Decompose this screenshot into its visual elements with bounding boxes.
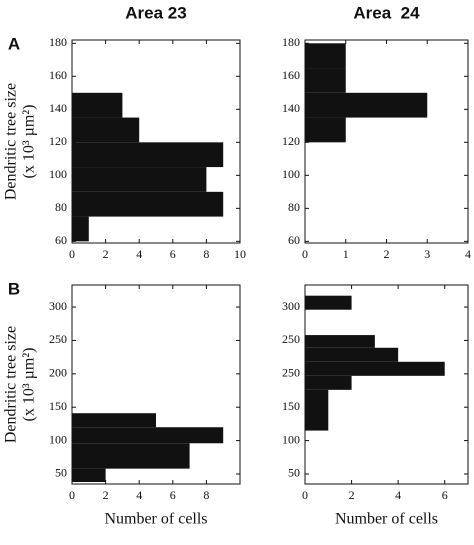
x-tick-label: 10 xyxy=(234,247,246,261)
y-tick-label: 60 xyxy=(288,233,300,247)
y-tick-label: 150 xyxy=(282,399,300,413)
bar xyxy=(305,361,445,376)
x-tick-label: 4 xyxy=(465,247,471,261)
y-tick-label: 50 xyxy=(288,466,300,480)
y-tick-label: 140 xyxy=(282,101,300,115)
x-tick-label: 0 xyxy=(302,247,308,261)
plot-frame xyxy=(304,284,469,485)
x-tick-label: 6 xyxy=(170,247,176,261)
y-tick-label: 120 xyxy=(49,134,67,148)
y-axis-label: (x 10³ µm²) xyxy=(21,105,38,179)
x-tick-label: 4 xyxy=(136,488,142,502)
panel-label: A xyxy=(8,34,20,53)
y-tick-label: 80 xyxy=(288,200,300,214)
x-tick-label: 0 xyxy=(69,488,75,502)
bar xyxy=(72,142,224,168)
x-tick-label: 6 xyxy=(170,488,176,502)
y-tick-label: 80 xyxy=(55,200,67,214)
y-tick-label: 180 xyxy=(49,35,67,49)
y-tick-label: 150 xyxy=(49,399,67,413)
y-axis-label: Dendritic tree size xyxy=(3,326,20,443)
y-tick-label: 250 xyxy=(282,332,300,346)
y-tick-label: 300 xyxy=(49,299,67,313)
y-axis-label: (x 10³ µm²) xyxy=(21,348,38,422)
x-tick-label: 8 xyxy=(203,488,209,502)
y-tick-label: 250 xyxy=(49,332,67,346)
bar xyxy=(305,92,428,118)
x-tick-label: 2 xyxy=(384,247,390,261)
bar xyxy=(72,117,140,143)
y-tick-label: 180 xyxy=(282,35,300,49)
y-tick-label: 100 xyxy=(282,167,300,181)
x-tick-label: 2 xyxy=(349,488,355,502)
bar xyxy=(305,117,346,143)
y-tick-label: 100 xyxy=(49,432,67,446)
y-tick-label: 100 xyxy=(49,167,67,181)
y-tick-label: 250 xyxy=(282,366,300,380)
x-axis-label: Number of cells xyxy=(104,511,207,528)
y-tick-label: 160 xyxy=(282,68,300,82)
bar xyxy=(72,443,190,469)
x-tick-label: 4 xyxy=(395,488,401,502)
bar xyxy=(305,347,399,362)
y-tick-label: 200 xyxy=(49,366,67,380)
y-tick-label: 60 xyxy=(55,233,67,247)
y-tick-label: 50 xyxy=(55,466,67,480)
bar xyxy=(305,295,352,310)
plot-frame xyxy=(71,39,241,244)
y-tick-label: 160 xyxy=(49,68,67,82)
x-tick-label: 6 xyxy=(442,488,448,502)
bar xyxy=(72,413,156,428)
panel-title: Area 23 xyxy=(125,3,186,22)
x-axis-label: Number of cells xyxy=(335,511,438,528)
y-tick-label: 100 xyxy=(282,432,300,446)
bar xyxy=(72,216,89,242)
bar xyxy=(72,92,123,118)
x-tick-label: 4 xyxy=(136,247,142,261)
x-tick-label: 0 xyxy=(69,247,75,261)
panel-title: Area 24 xyxy=(353,3,420,22)
x-tick-label: 8 xyxy=(203,247,209,261)
x-tick-label: 0 xyxy=(302,488,308,502)
panel-label: B xyxy=(8,279,20,298)
plot-frame xyxy=(71,284,241,485)
y-tick-label: 140 xyxy=(49,101,67,115)
x-tick-label: 1 xyxy=(343,247,349,261)
x-tick-label: 3 xyxy=(424,247,430,261)
bar xyxy=(72,427,224,444)
bar xyxy=(72,191,224,217)
bar xyxy=(305,43,346,69)
bar xyxy=(305,389,329,431)
bar xyxy=(305,375,352,390)
bar xyxy=(72,167,207,192)
y-tick-label: 300 xyxy=(282,299,300,313)
x-tick-label: 2 xyxy=(103,488,109,502)
bar xyxy=(305,68,346,93)
y-tick-label: 120 xyxy=(282,134,300,148)
bar xyxy=(305,335,375,348)
y-axis-label: Dendritic tree size xyxy=(3,83,20,200)
x-tick-label: 2 xyxy=(103,247,109,261)
bar xyxy=(72,468,106,482)
